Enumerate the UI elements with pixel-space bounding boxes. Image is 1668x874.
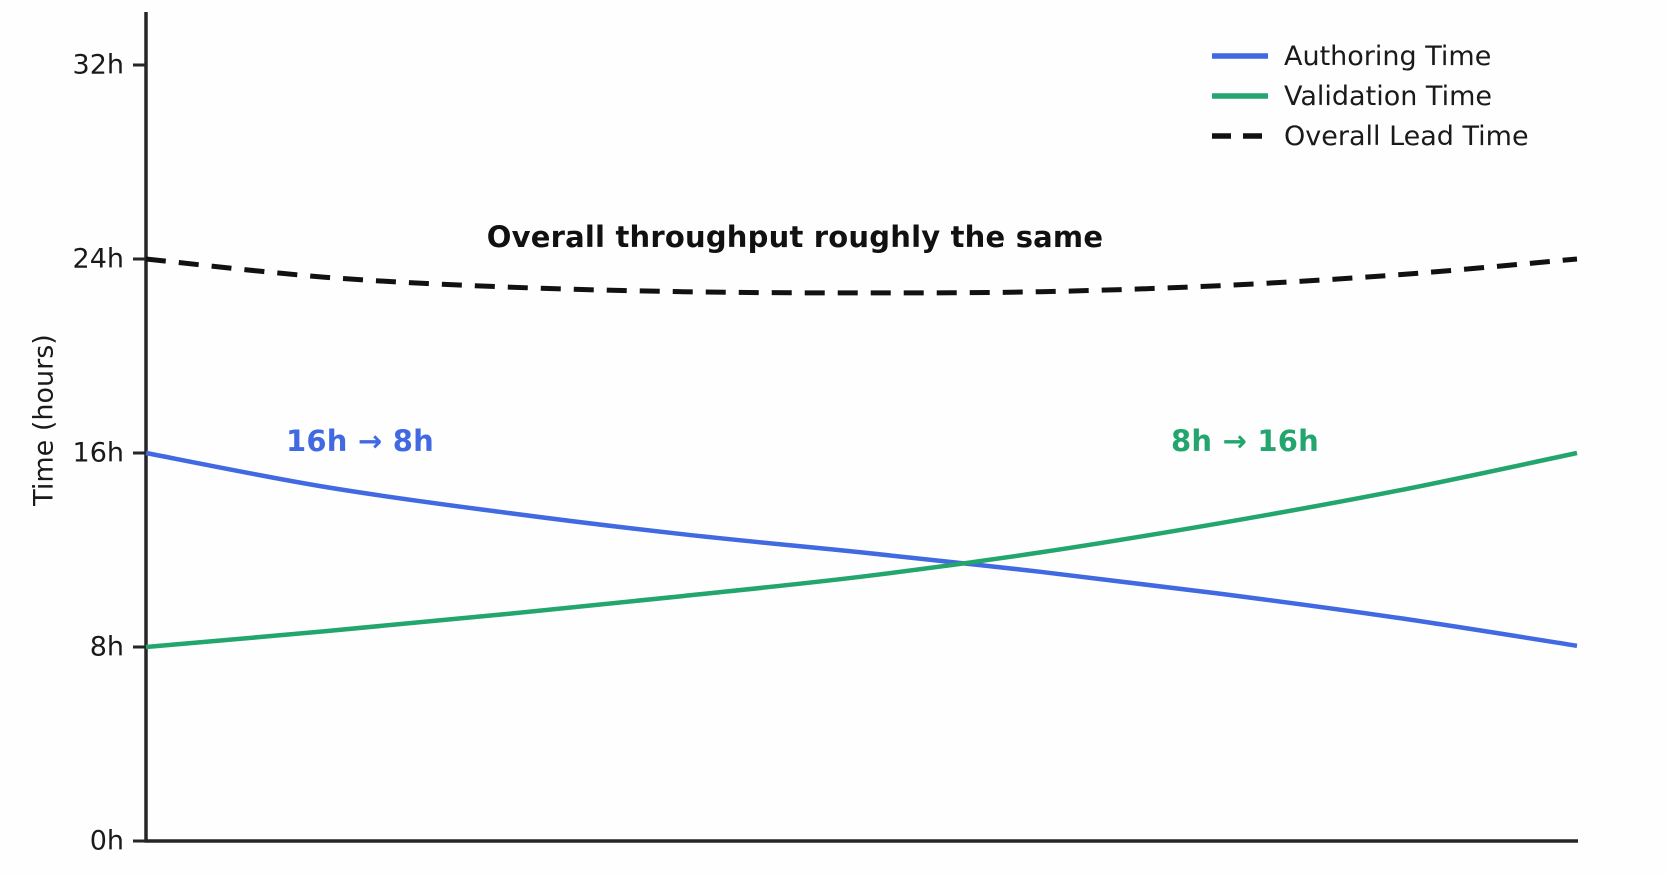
- series-line-validation-time: [145, 450, 1578, 650]
- legend-label: Overall Lead Time: [1284, 120, 1529, 152]
- annotation-authoring-change: 16h → 8h: [286, 424, 434, 458]
- legend-label: Validation Time: [1284, 80, 1492, 112]
- y-tick-label: 16h: [73, 438, 124, 469]
- legend-line-icon: [1212, 53, 1268, 59]
- y-tick-label: 24h: [73, 244, 124, 275]
- y-tick-label: 8h: [90, 632, 124, 663]
- legend-line-icon: [1212, 93, 1268, 99]
- y-tick-label: 0h: [90, 826, 124, 857]
- series-line-authoring-time: [145, 450, 1578, 649]
- legend-item: Authoring Time: [1212, 36, 1529, 76]
- y-tick-label: 32h: [73, 50, 124, 81]
- legend-item: Validation Time: [1212, 76, 1529, 116]
- legend: Authoring Time Validation Time Overall Lea…: [1212, 36, 1529, 156]
- legend-label: Authoring Time: [1284, 40, 1492, 72]
- y-axis-label: Time (hours): [28, 334, 60, 506]
- annotation-validation-change: 8h → 16h: [1171, 424, 1319, 458]
- annotation-overall-throughput: Overall throughput roughly the same: [486, 220, 1104, 254]
- legend-item: Overall Lead Time: [1212, 116, 1529, 156]
- series-line-overall-lead-time: [145, 256, 1578, 296]
- legend-dashed-line-icon: [1212, 133, 1268, 139]
